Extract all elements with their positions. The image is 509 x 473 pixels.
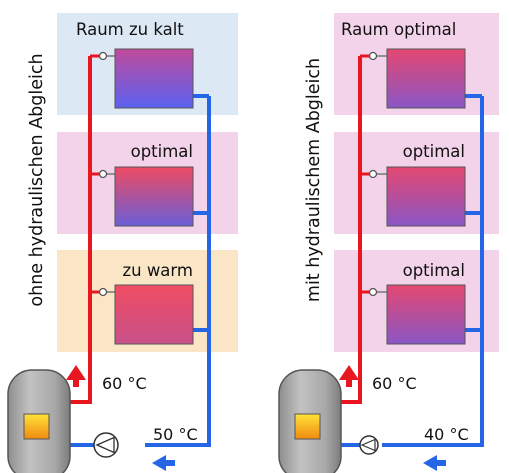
room-label-optimal: optimal (403, 142, 465, 161)
room-label-too-cold: Raum zu kalt (76, 20, 184, 39)
supply-pipe (341, 56, 362, 404)
radiator (386, 284, 466, 345)
room-label-optimal: Raum optimal (341, 20, 456, 39)
radiator (114, 48, 194, 109)
supply-temperature: 60 °C (372, 374, 417, 393)
supply-flow-arrow-icon (339, 365, 359, 387)
left-system: ohne hydraulischen Abgleich Raum zu kalt… (7, 13, 238, 473)
return-flow-arrow-icon (152, 455, 175, 471)
pump-triangle-icon (360, 438, 376, 452)
radiator (386, 48, 466, 109)
radiator (114, 284, 194, 345)
supply-flow-arrow-icon (66, 365, 86, 387)
thermostatic-valve (368, 287, 378, 297)
thermostatic-valve (98, 51, 108, 61)
side-label-without-balancing: ohne hydraulischen Abgleich (27, 53, 47, 306)
thermostatic-valve (368, 169, 378, 179)
return-temperature: 50 °C (153, 425, 198, 444)
pump-triangle-icon (95, 436, 115, 454)
boiler-flame-window (294, 413, 321, 440)
radiator (386, 166, 466, 227)
supply-temperature: 60 °C (102, 374, 147, 393)
right-system: mit hydraulischem Abgleich Raum optimal … (278, 13, 499, 473)
return-flow-arrow-icon (423, 455, 446, 471)
radiator (114, 166, 194, 227)
supply-pipe (70, 56, 92, 404)
room-label-optimal: optimal (403, 261, 465, 280)
return-temperature: 40 °C (424, 425, 469, 444)
thermostatic-valve (98, 169, 108, 179)
thermostatic-valve (98, 287, 108, 297)
boiler-flame-window (23, 413, 50, 440)
room-label-optimal: optimal (131, 142, 193, 161)
thermostatic-valve (368, 51, 378, 61)
side-label-with-balancing: mit hydraulischem Abgleich (304, 58, 324, 302)
room-label-too-warm: zu warm (122, 261, 193, 280)
